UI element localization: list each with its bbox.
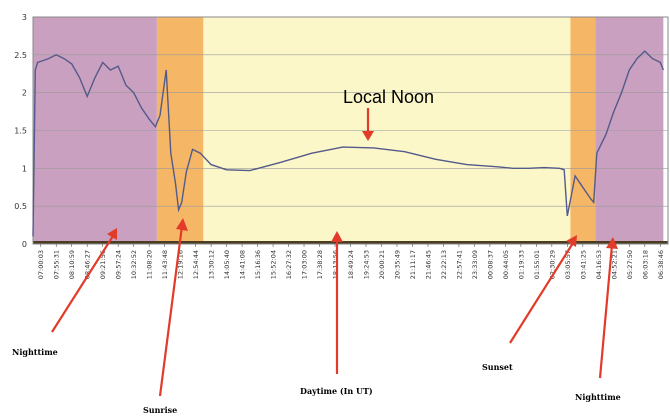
x-tick-label: 09:21:56 bbox=[99, 250, 107, 279]
x-tick-label: 07:00:03 bbox=[37, 250, 45, 279]
arrow-nighttime-left bbox=[51, 228, 117, 333]
x-tick-label: 18:13:56 bbox=[332, 250, 340, 279]
x-tick-label: 03:05:57 bbox=[564, 250, 572, 279]
x-tick-label: 21:46:45 bbox=[424, 250, 432, 279]
y-tick-label: 2 bbox=[22, 89, 27, 98]
x-tick-label: 15:16:36 bbox=[254, 250, 262, 279]
x-tick-label: 02:30:29 bbox=[548, 250, 556, 279]
y-tick-label: 1 bbox=[22, 164, 27, 173]
x-tick-label: 00:08:37 bbox=[486, 250, 494, 279]
arrow-sunset bbox=[509, 235, 577, 344]
arrow-daytime bbox=[331, 231, 343, 374]
x-tick-label: 19:24:53 bbox=[362, 250, 370, 279]
x-tick-label: 17:38:28 bbox=[316, 250, 324, 279]
x-tick-label: 06:38:46 bbox=[657, 250, 665, 279]
x-tick-label: 16:27:32 bbox=[285, 250, 293, 279]
y-tick-label: 2.5 bbox=[14, 51, 27, 60]
x-tick-label: 00:44:05 bbox=[502, 250, 510, 279]
x-tick-label: 12:54:44 bbox=[192, 250, 200, 279]
x-tick-label: 08:10:59 bbox=[68, 250, 76, 279]
annotation-sunrise: Sunrise bbox=[143, 405, 177, 415]
arrow-sunrise bbox=[158, 218, 188, 397]
annotation-nighttime-right: Nighttime bbox=[575, 392, 621, 402]
annotation-local-noon: Local Noon bbox=[343, 87, 434, 107]
x-tick-label: 20:00:21 bbox=[378, 250, 386, 279]
x-tick-label: 13:30:12 bbox=[208, 250, 216, 279]
x-tick-label: 22:22:13 bbox=[440, 250, 448, 279]
x-tick-label: 08:46:27 bbox=[84, 250, 92, 279]
x-tick-label: 01:55:01 bbox=[533, 250, 541, 279]
x-tick-label: 20:35:49 bbox=[393, 250, 401, 279]
x-tick-label: 10:32:52 bbox=[130, 250, 138, 279]
x-tick-label: 04:16:53 bbox=[595, 250, 603, 279]
annotation-daytime: Daytime (In UT) bbox=[300, 386, 373, 396]
x-tick-label: 06:03:18 bbox=[641, 250, 649, 279]
x-axis-ticks: 07:00:03 07:55:31 08:10:59 08:46:27 09:21:56… bbox=[37, 244, 665, 279]
x-tick-label: 14:05:40 bbox=[223, 250, 231, 279]
x-tick-label: 09:57:24 bbox=[115, 250, 123, 279]
x-tick-label: 18:49:24 bbox=[347, 250, 355, 279]
annotation-sunset: Sunset bbox=[482, 362, 513, 372]
baseline-strip bbox=[33, 241, 668, 244]
y-tick-label: 0 bbox=[22, 240, 27, 249]
series-line bbox=[32, 50, 665, 237]
x-tick-label: 07:55:31 bbox=[53, 250, 61, 279]
x-tick-label: 03:41:25 bbox=[579, 250, 587, 279]
y-tick-label: 3 bbox=[22, 13, 27, 22]
arrow-local-noon bbox=[362, 108, 374, 141]
annotation-arrows bbox=[51, 108, 618, 397]
arrow-nighttime-right bbox=[598, 237, 618, 379]
x-tick-label: 21:11:17 bbox=[409, 250, 417, 279]
x-tick-label: 17:03:00 bbox=[301, 250, 309, 279]
x-tick-label: 11:08:20 bbox=[146, 250, 154, 279]
x-tick-label: 12:19:16 bbox=[177, 250, 185, 279]
x-tick-label: 22:57:41 bbox=[455, 250, 463, 279]
annotation-nighttime-left: Nighttime bbox=[12, 347, 58, 357]
x-tick-label: 23:33:09 bbox=[471, 250, 479, 279]
x-tick-label: 15:52:04 bbox=[270, 250, 278, 279]
y-tick-label: 0.5 bbox=[14, 202, 27, 211]
x-tick-label: 01:19:33 bbox=[517, 250, 525, 279]
x-tick-label: 05:27:50 bbox=[626, 250, 634, 279]
y-tick-label: 1.5 bbox=[14, 127, 27, 136]
y-axis-ticks: 0 0.5 1 1.5 2 2.5 3 bbox=[14, 13, 27, 249]
x-tick-label: 14:41:08 bbox=[239, 250, 247, 279]
x-tick-label: 04:52:21 bbox=[610, 250, 618, 279]
x-tick-label: 11:43:48 bbox=[161, 250, 169, 279]
